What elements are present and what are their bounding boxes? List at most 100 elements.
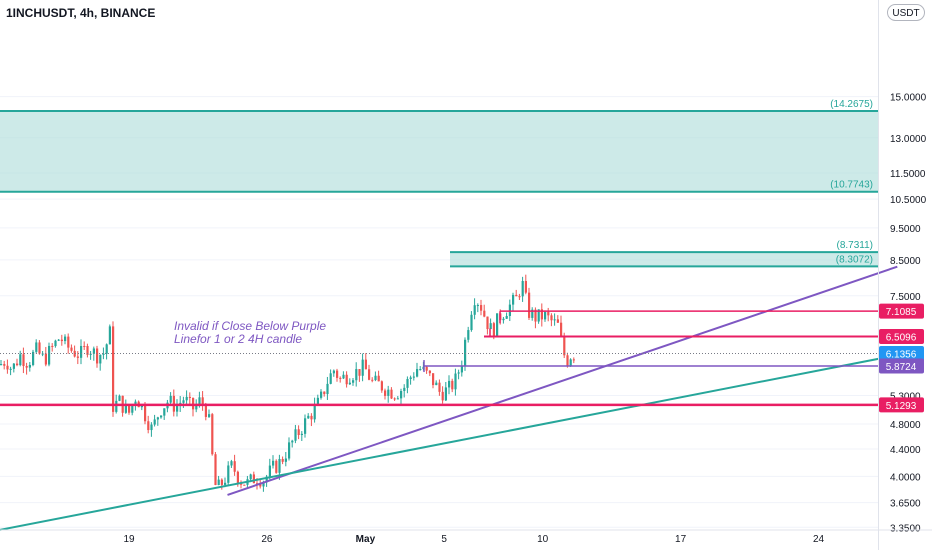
candle-body	[342, 374, 345, 379]
candle-body	[102, 353, 105, 355]
candle-body	[48, 345, 51, 365]
candle-body	[86, 345, 89, 355]
candle-body	[505, 316, 508, 319]
candle-body	[480, 305, 483, 311]
candle-body	[537, 309, 540, 322]
candle-body	[524, 281, 527, 293]
candle-body	[515, 294, 518, 297]
price-tag-s1-bg	[879, 397, 924, 413]
candle-body	[512, 294, 515, 305]
candle-body	[259, 483, 262, 487]
y-tick-label-0: 15.0000	[890, 93, 927, 104]
candle-body	[492, 323, 495, 338]
candle-body	[454, 373, 457, 390]
zone-1-top-label: (8.7311)	[836, 240, 873, 251]
candle-body	[278, 459, 281, 473]
candle-body	[198, 397, 201, 405]
candle-body	[361, 359, 364, 376]
candle-body	[76, 356, 79, 358]
candle-body	[441, 391, 444, 401]
candle-body	[230, 461, 233, 466]
candle-body	[96, 348, 99, 364]
candle-body	[6, 365, 9, 370]
candle-body	[496, 313, 499, 338]
candle-body	[19, 354, 22, 366]
x-tick-label-0: 19	[123, 534, 135, 545]
candle-body	[396, 398, 399, 400]
candle-body	[355, 369, 358, 381]
candle-body	[60, 339, 63, 342]
y-tick-label-6: 7.5000	[890, 292, 921, 303]
candle-body	[201, 397, 204, 406]
candle-body	[16, 363, 19, 366]
candle-body	[473, 305, 476, 315]
price-tag-r1-bg	[879, 303, 924, 319]
zone-1-bottom-label: (8.3072)	[836, 254, 873, 265]
candle-body	[409, 377, 412, 379]
zone-1	[450, 252, 878, 267]
candle-body	[38, 342, 41, 354]
candle-body	[352, 380, 355, 383]
candle-body	[35, 342, 38, 352]
price-tag-current-text: 6.1356	[886, 349, 917, 360]
y-tick-label-10: 4.0000	[890, 472, 921, 483]
candle-body	[0, 364, 3, 366]
candle-body	[211, 414, 214, 455]
candle-body	[531, 309, 534, 318]
currency-selector[interactable]: USDT	[887, 4, 925, 21]
x-tick-label-5: 17	[675, 534, 687, 545]
candle-body	[371, 379, 374, 381]
candle-body	[486, 316, 489, 330]
candle-body	[326, 383, 329, 395]
candle-body	[92, 348, 95, 354]
candle-body	[307, 415, 310, 419]
candle-body	[521, 281, 524, 297]
candle-body	[217, 479, 220, 485]
candle-body	[374, 375, 377, 381]
candle-body	[528, 292, 531, 318]
price-tag-r1-text: 7.1085	[886, 307, 917, 318]
candle-body	[435, 382, 438, 386]
candle-body	[112, 326, 115, 412]
candle-body	[12, 363, 15, 369]
candle-body	[544, 311, 547, 320]
candle-body	[476, 305, 479, 307]
candle-body	[147, 421, 150, 431]
candle-body	[64, 336, 67, 342]
y-tick-label-2: 11.5000	[890, 169, 926, 180]
candle-body	[51, 345, 54, 347]
y-tick-label-8: 4.8000	[890, 420, 921, 431]
candle-body	[550, 315, 553, 321]
candle-body	[563, 335, 566, 356]
candle-body	[368, 369, 371, 380]
y-tick-label-1: 13.0000	[890, 134, 927, 145]
candle-body	[67, 336, 70, 348]
candle-body	[393, 398, 396, 400]
candle-body	[25, 366, 28, 368]
candle-body	[432, 373, 435, 386]
candle-body	[300, 433, 303, 436]
annotation-line-2: Linefor 1 or 2 4H candle	[174, 332, 303, 346]
candle-body	[310, 415, 313, 420]
price-tag-r2-bg	[879, 328, 924, 344]
candle-body	[89, 353, 92, 355]
candle-body	[236, 471, 239, 484]
candle-body	[153, 419, 156, 425]
price-tag-support-bg	[879, 358, 924, 374]
candle-body	[73, 350, 76, 357]
candle-body	[467, 330, 470, 340]
x-tick-label-3: 5	[441, 534, 447, 545]
candle-body	[80, 345, 83, 358]
candle-body	[195, 404, 198, 410]
candle-body	[54, 340, 57, 347]
candle-body	[281, 459, 284, 462]
candle-body	[294, 429, 297, 441]
candle-body	[44, 353, 47, 365]
price-tag-r2-text: 6.5096	[886, 332, 917, 343]
candle-body	[540, 309, 543, 320]
chart-annotation: Invalid if Close Below Purple Linefor 1 …	[174, 320, 326, 346]
candle-body	[252, 474, 255, 484]
candle-body	[339, 377, 342, 379]
candle-body	[419, 369, 422, 371]
